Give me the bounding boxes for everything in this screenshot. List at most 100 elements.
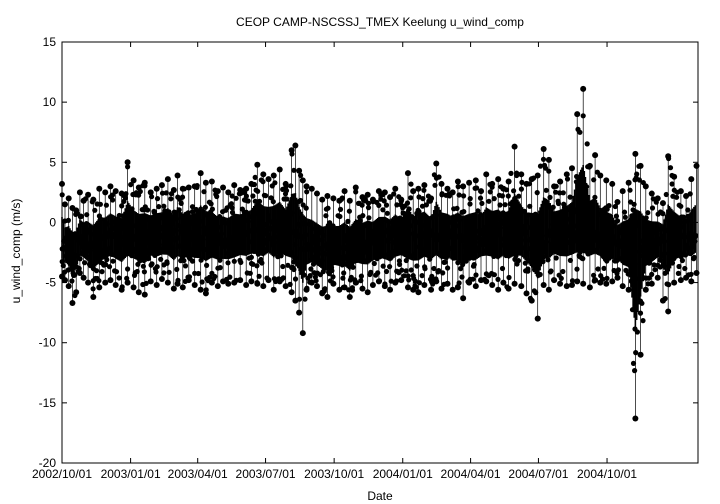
data-point-min — [495, 286, 502, 293]
data-point — [214, 193, 220, 200]
data-point-min — [124, 279, 131, 286]
data-point-max — [683, 192, 690, 199]
data-point — [631, 201, 637, 207]
data-point-min — [619, 283, 626, 290]
data-point — [693, 233, 699, 239]
data-point — [432, 182, 438, 188]
data-point — [516, 193, 522, 199]
data-point-min — [369, 281, 376, 288]
data-point — [153, 269, 159, 275]
data-point-min — [313, 283, 320, 290]
data-point-max — [444, 185, 451, 192]
data-point — [682, 265, 688, 272]
data-point — [636, 177, 643, 183]
x-tick-label: 2004/07/01 — [508, 467, 568, 481]
data-point — [577, 129, 583, 135]
data-point — [397, 261, 403, 267]
data-point — [461, 209, 467, 215]
data-point-min — [153, 281, 160, 288]
data-point-min — [603, 280, 610, 287]
data-point — [237, 257, 243, 263]
data-point-min — [511, 280, 518, 287]
data-point — [479, 200, 485, 206]
data-point — [84, 212, 90, 218]
data-point — [97, 201, 103, 207]
data-point-max — [693, 162, 700, 169]
data-point-min — [65, 283, 72, 290]
data-point-max — [346, 197, 353, 204]
data-point — [141, 269, 147, 275]
data-point — [497, 202, 503, 208]
data-point — [412, 278, 419, 284]
data-point — [567, 194, 573, 200]
data-point-max — [359, 194, 366, 201]
data-point-min — [90, 294, 97, 301]
data-point-max — [352, 184, 359, 191]
data-point — [688, 271, 694, 277]
data-point — [534, 190, 540, 196]
data-point-min — [534, 315, 541, 322]
data-point-max — [153, 185, 160, 192]
data-point-max — [197, 170, 204, 177]
data-point — [591, 272, 597, 278]
data-point-min — [61, 277, 68, 284]
data-point — [646, 275, 652, 281]
data-point — [419, 203, 426, 209]
data-point-min — [265, 277, 272, 284]
data-point — [592, 194, 598, 200]
data-point-max — [625, 179, 632, 186]
data-point-max — [489, 180, 496, 187]
data-point — [357, 218, 363, 224]
data-point — [467, 201, 473, 207]
data-point — [601, 265, 607, 271]
data-point-min — [415, 289, 422, 296]
data-point — [156, 204, 162, 210]
data-point — [639, 300, 645, 306]
data-point — [649, 205, 656, 211]
data-point-min — [489, 281, 496, 288]
data-point-max — [392, 185, 399, 192]
data-point — [103, 261, 109, 268]
data-point-max — [654, 195, 661, 202]
data-point-max — [243, 185, 250, 192]
data-point-min — [528, 297, 535, 304]
data-point — [285, 262, 291, 268]
data-point-max — [438, 180, 445, 187]
x-tick-label: 2004/10/01 — [577, 467, 637, 481]
data-point-max — [523, 180, 530, 187]
data-point — [278, 253, 284, 259]
data-point-min — [214, 283, 221, 290]
data-point — [499, 265, 506, 272]
data-point — [401, 273, 407, 279]
data-point — [320, 269, 326, 275]
data-point — [527, 203, 533, 209]
data-point — [292, 276, 299, 282]
data-point — [475, 208, 481, 214]
data-point-min — [346, 294, 353, 301]
data-point — [113, 269, 120, 275]
data-point-max — [688, 176, 695, 183]
data-point — [103, 202, 109, 208]
data-point-min — [191, 281, 198, 288]
data-point-min — [551, 277, 558, 284]
data-point — [252, 174, 258, 180]
data-point — [621, 209, 628, 215]
data-point-max — [65, 195, 72, 202]
data-point — [145, 256, 151, 262]
data-point-min — [642, 286, 649, 293]
data-point-min — [568, 281, 575, 288]
data-point-min — [466, 279, 473, 286]
data-point — [125, 164, 131, 170]
data-point — [365, 205, 372, 211]
data-point — [323, 213, 329, 219]
data-point — [669, 260, 676, 266]
data-point — [399, 267, 405, 273]
data-point — [250, 193, 256, 199]
data-point-min — [648, 280, 655, 287]
data-point-min — [107, 277, 114, 284]
data-point — [560, 268, 566, 275]
data-point — [613, 213, 620, 219]
data-point-max — [505, 178, 512, 185]
data-point-max — [102, 189, 109, 196]
data-point — [455, 184, 461, 190]
